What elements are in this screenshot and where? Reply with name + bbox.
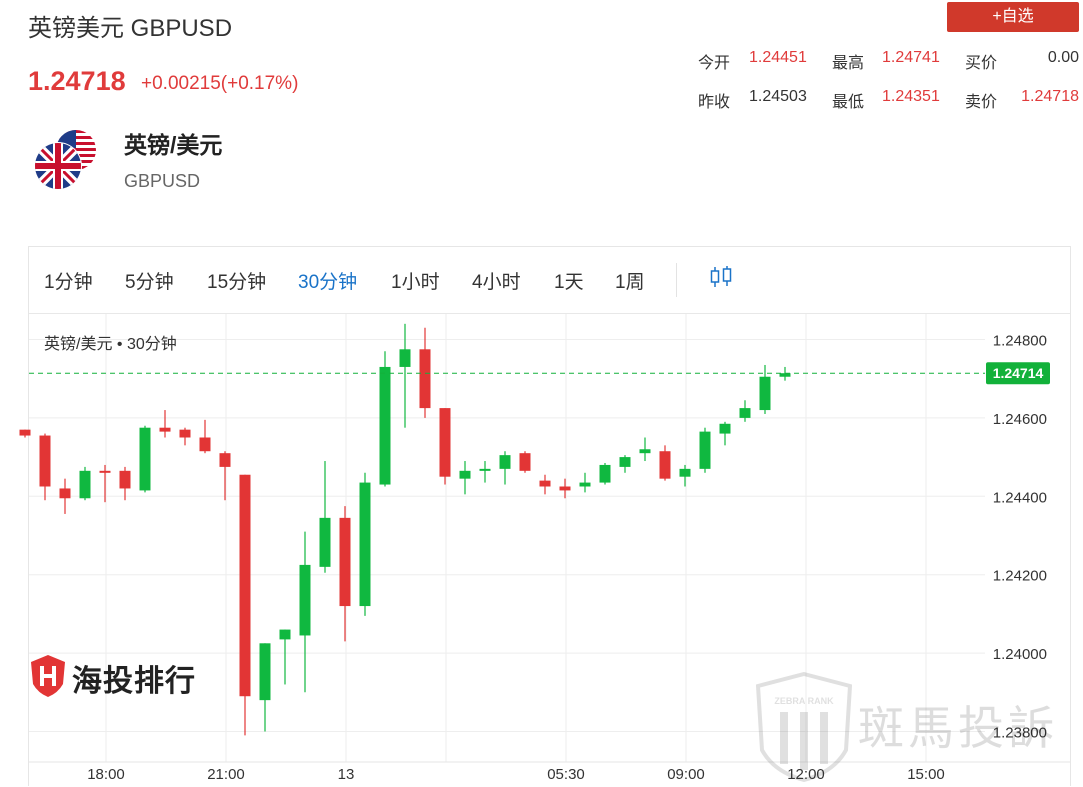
tab-interval[interactable]: 1小时	[391, 272, 440, 293]
candle-body	[419, 349, 431, 409]
quote-value: 0.00	[1047, 49, 1079, 66]
candle-body	[359, 482, 371, 607]
candle-body	[559, 486, 571, 491]
quote-value: 1.24351	[882, 88, 940, 105]
zebra-badge-text: ZEBRA RANK	[774, 696, 834, 706]
y-tick-label: 1.24400	[993, 489, 1047, 506]
price-change: +0.00215(+0.17%)	[141, 73, 299, 94]
zebra-watermark-text: 斑馬投訴	[858, 702, 1058, 754]
tab-interval[interactable]: 5分钟	[125, 272, 174, 293]
candle-body	[19, 429, 31, 436]
interval-tabbar	[29, 247, 1070, 314]
candle-body	[399, 349, 411, 367]
y-tick-label: 1.24200	[993, 568, 1047, 585]
quote-value: 1.24503	[749, 88, 807, 105]
candle-body	[379, 366, 391, 485]
candle-body	[699, 431, 711, 469]
candle-body	[339, 517, 351, 607]
tab-interval[interactable]: 4小时	[472, 272, 521, 293]
candle-body	[499, 455, 511, 469]
candle-body	[579, 482, 591, 487]
candle-body	[459, 470, 471, 479]
candle-body	[519, 453, 531, 471]
quote-label: 昨收	[698, 94, 731, 111]
y-tick-label: 1.24000	[993, 646, 1047, 663]
candle-body	[439, 408, 451, 477]
pair-code: GBPUSD	[124, 171, 201, 191]
pair-name: 英镑/美元	[124, 132, 223, 158]
candle-body	[599, 464, 611, 483]
current-price: 1.24718	[28, 66, 126, 96]
candle-body	[739, 408, 751, 418]
candle-body	[319, 517, 331, 567]
candle-body	[259, 643, 271, 701]
x-tick-label: 18:00	[87, 766, 125, 783]
candle-body	[279, 629, 291, 640]
candle-body	[39, 435, 51, 487]
chart-panel	[28, 246, 1071, 786]
quote-label: 卖价	[965, 94, 998, 111]
candle-body	[139, 427, 151, 491]
candle-body	[79, 470, 91, 499]
quote-label: 最高	[832, 55, 865, 72]
candle-body	[119, 470, 131, 489]
candle-body	[659, 451, 671, 479]
candle-body	[179, 429, 191, 438]
zebra-badge-icon: ZEBRA RANK	[755, 671, 853, 787]
y-tick-label: 1.24600	[993, 411, 1047, 428]
candle-body	[539, 480, 551, 487]
x-tick-label: 05:30	[547, 766, 585, 783]
candle-body	[219, 453, 231, 467]
haitou-watermark-text: 海投排行	[72, 665, 196, 698]
page-title: 英镑美元 GBPUSD	[28, 15, 233, 42]
quote-label: 今开	[698, 55, 731, 72]
candlestick-icon[interactable]	[708, 264, 734, 295]
y-tick-label: 1.24800	[993, 333, 1047, 350]
tab-interval[interactable]: 30分钟	[298, 272, 358, 293]
candle-body	[159, 427, 171, 432]
candle-body	[199, 437, 211, 452]
candle-body	[239, 474, 251, 697]
candle-body	[779, 373, 791, 377]
tab-interval[interactable]: 1周	[615, 272, 645, 293]
y-tick-label: 1.23800	[993, 725, 1047, 742]
last-price-tag	[986, 362, 1050, 385]
haitou-logo-watermark	[30, 654, 66, 703]
quote-value: 1.24718	[1021, 88, 1079, 105]
x-tick-label: 15:00	[907, 766, 945, 783]
uk-us-flag-icon	[34, 128, 98, 197]
x-tick-label: 13	[338, 766, 355, 783]
candle-body	[719, 423, 731, 434]
quote-label: 最低	[832, 94, 865, 111]
candle-body	[639, 449, 651, 454]
tab-divider	[676, 263, 677, 297]
tab-interval[interactable]: 1天	[554, 272, 584, 293]
candle-body	[679, 468, 691, 477]
x-tick-label: 12:00	[787, 766, 825, 783]
x-tick-label: 09:00	[667, 766, 705, 783]
candle-body	[299, 564, 311, 636]
quote-value: 1.24741	[882, 49, 940, 66]
tab-interval[interactable]: 1分钟	[44, 272, 93, 293]
tab-interval[interactable]: 15分钟	[207, 272, 267, 293]
candle-body	[99, 470, 111, 473]
quote-value: 1.24451	[749, 49, 807, 66]
quote-label: 买价	[965, 55, 998, 72]
candle-body	[759, 376, 771, 411]
chart-caption: 英镑/美元 • 30分钟	[44, 336, 177, 353]
candle-body	[479, 468, 491, 471]
add-watchlist-button[interactable]: +自选	[947, 2, 1079, 32]
x-tick-label: 21:00	[207, 766, 245, 783]
candle-body	[59, 488, 71, 499]
last-price-label: 1.24714	[993, 365, 1044, 381]
candle-body	[619, 457, 631, 467]
